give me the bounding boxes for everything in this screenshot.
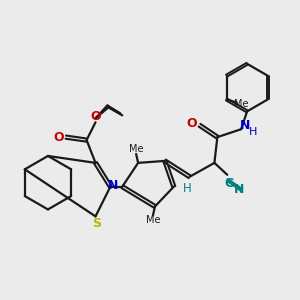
Text: C: C [225, 177, 234, 190]
Text: O: O [90, 110, 101, 123]
Text: H: H [183, 182, 192, 195]
Text: O: O [186, 117, 197, 130]
Text: S: S [92, 217, 101, 230]
Text: Me: Me [234, 99, 249, 110]
Text: N: N [234, 183, 244, 196]
Text: N: N [240, 119, 250, 132]
Text: Me: Me [146, 215, 160, 225]
Text: O: O [53, 130, 64, 144]
Text: N: N [108, 179, 118, 192]
Text: H: H [249, 127, 257, 137]
Text: Me: Me [129, 144, 143, 154]
